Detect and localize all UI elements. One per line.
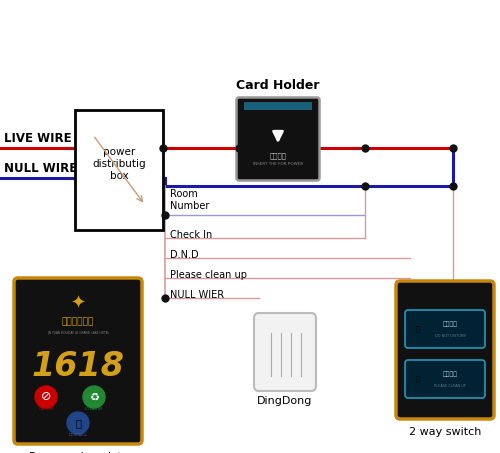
Text: DOORBELL: DOORBELL — [68, 433, 87, 437]
Bar — [244, 102, 312, 110]
Text: 插卡取电: 插卡取电 — [270, 153, 286, 159]
FancyBboxPatch shape — [254, 313, 316, 391]
FancyBboxPatch shape — [236, 97, 320, 180]
Text: DingDong: DingDong — [258, 396, 312, 406]
Text: Door number plate: Door number plate — [28, 452, 128, 453]
Text: LIVE WIRE: LIVE WIRE — [4, 132, 71, 145]
Circle shape — [67, 412, 89, 434]
Text: DO NOT
DISTURB: DO NOT DISTURB — [38, 402, 54, 411]
Text: 1618: 1618 — [32, 351, 124, 384]
Text: 金源假日酒店: 金源假日酒店 — [62, 318, 94, 327]
Text: JIN YUAN HOLIDAY LE GRAND LAKE HOTEL: JIN YUAN HOLIDAY LE GRAND LAKE HOTEL — [47, 331, 109, 335]
FancyBboxPatch shape — [405, 310, 485, 348]
Text: Please clean up: Please clean up — [170, 270, 247, 280]
Text: PLEASE CLEAN UP: PLEASE CLEAN UP — [434, 384, 466, 388]
Text: ⊘: ⊘ — [41, 390, 51, 404]
Text: Card Holder: Card Holder — [236, 79, 320, 92]
Text: D.N.D: D.N.D — [170, 250, 198, 260]
Circle shape — [83, 386, 105, 408]
Text: Room
Number: Room Number — [170, 189, 209, 211]
Text: NULL WIER: NULL WIER — [170, 290, 224, 300]
Text: ♻: ♻ — [89, 392, 99, 402]
Text: NULL WIRE: NULL WIRE — [4, 162, 77, 175]
Bar — [75, 110, 163, 230]
Circle shape — [35, 386, 57, 408]
Text: INSERT THE FOR POWER: INSERT THE FOR POWER — [253, 162, 303, 166]
Text: ✦: ✦ — [70, 295, 86, 313]
Text: PLEASE
CLEAN UP: PLEASE CLEAN UP — [85, 402, 103, 411]
Text: 🔔: 🔔 — [416, 326, 420, 333]
Text: 请帮清理: 请帮清理 — [442, 371, 458, 377]
FancyBboxPatch shape — [396, 281, 494, 419]
Text: power
distributig
box: power distributig box — [92, 147, 146, 181]
Text: 请勿打扰: 请勿打扰 — [442, 321, 458, 327]
Text: 2 way switch: 2 way switch — [409, 427, 481, 437]
Text: Check In: Check In — [170, 230, 212, 240]
FancyBboxPatch shape — [14, 278, 142, 444]
Text: 🔔: 🔔 — [75, 418, 81, 428]
Text: DO NOT DISTURB: DO NOT DISTURB — [434, 334, 466, 338]
Text: 🔔: 🔔 — [416, 376, 420, 382]
FancyBboxPatch shape — [405, 360, 485, 398]
